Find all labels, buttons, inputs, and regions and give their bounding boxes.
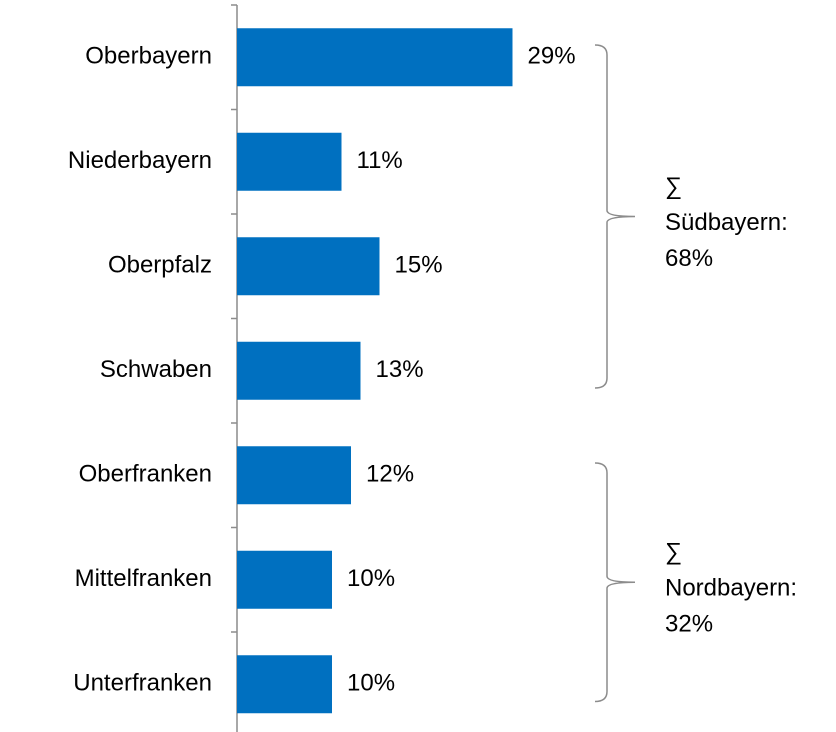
bar bbox=[237, 446, 351, 505]
category-label: Schwaben bbox=[100, 356, 212, 383]
value-label: 10% bbox=[347, 565, 395, 592]
value-label: 15% bbox=[395, 252, 443, 279]
bar bbox=[237, 28, 513, 87]
category-label: Niederbayern bbox=[68, 147, 212, 174]
value-label: 12% bbox=[366, 461, 414, 488]
annotation-text: 68% bbox=[665, 245, 713, 272]
bar bbox=[237, 132, 342, 191]
value-label: 11% bbox=[357, 147, 403, 174]
annotation-text: Südbayern: bbox=[665, 209, 788, 236]
bar bbox=[237, 341, 361, 400]
category-label: Oberbayern bbox=[85, 43, 212, 70]
category-label: Unterfranken bbox=[73, 670, 212, 697]
category-label: Oberpfalz bbox=[108, 252, 212, 279]
bar bbox=[237, 550, 332, 609]
annotation-text: ∑ bbox=[665, 539, 682, 566]
value-label: 29% bbox=[528, 43, 576, 70]
annotation-text: 32% bbox=[665, 611, 713, 638]
bar bbox=[237, 655, 332, 714]
bracket bbox=[594, 462, 636, 703]
value-label: 13% bbox=[376, 356, 424, 383]
value-label: 10% bbox=[347, 670, 395, 697]
annotation-text: ∑ bbox=[665, 173, 682, 200]
annotation-text: Nordbayern: bbox=[665, 575, 797, 602]
category-label: Oberfranken bbox=[79, 461, 212, 488]
bracket bbox=[594, 44, 636, 389]
category-label: Mittelfranken bbox=[75, 565, 212, 592]
bar bbox=[237, 237, 380, 296]
